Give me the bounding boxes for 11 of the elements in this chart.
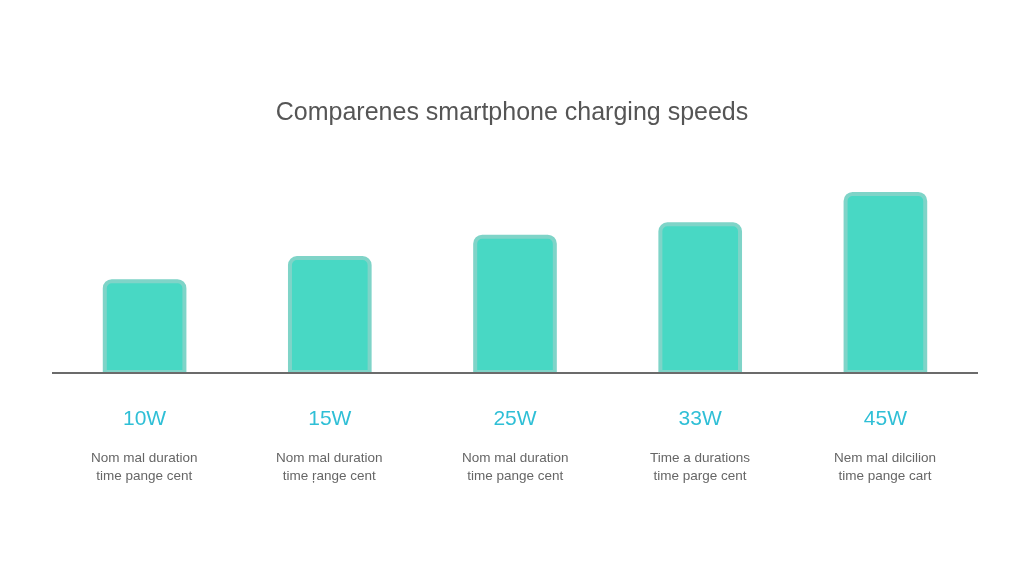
text: Nom mal duration time pange cent xyxy=(462,450,569,483)
text: Nem mal dilcilion time pange cart xyxy=(834,450,937,483)
text: Time a durations time parge cent xyxy=(650,450,751,483)
x-tick-label: 10W xyxy=(123,406,167,430)
chart-title: Comparenes smartphone charging speeds xyxy=(275,96,749,125)
text: Nom mal duration time ŗange cent xyxy=(276,450,383,483)
x-tick-label: 25W xyxy=(493,406,537,430)
x-tick-label: 45W xyxy=(863,406,908,430)
text: Nom mal duration time pange cent xyxy=(91,450,198,483)
x-tick-label: 33W xyxy=(678,406,722,430)
x-tick-label: 15W xyxy=(308,406,352,430)
